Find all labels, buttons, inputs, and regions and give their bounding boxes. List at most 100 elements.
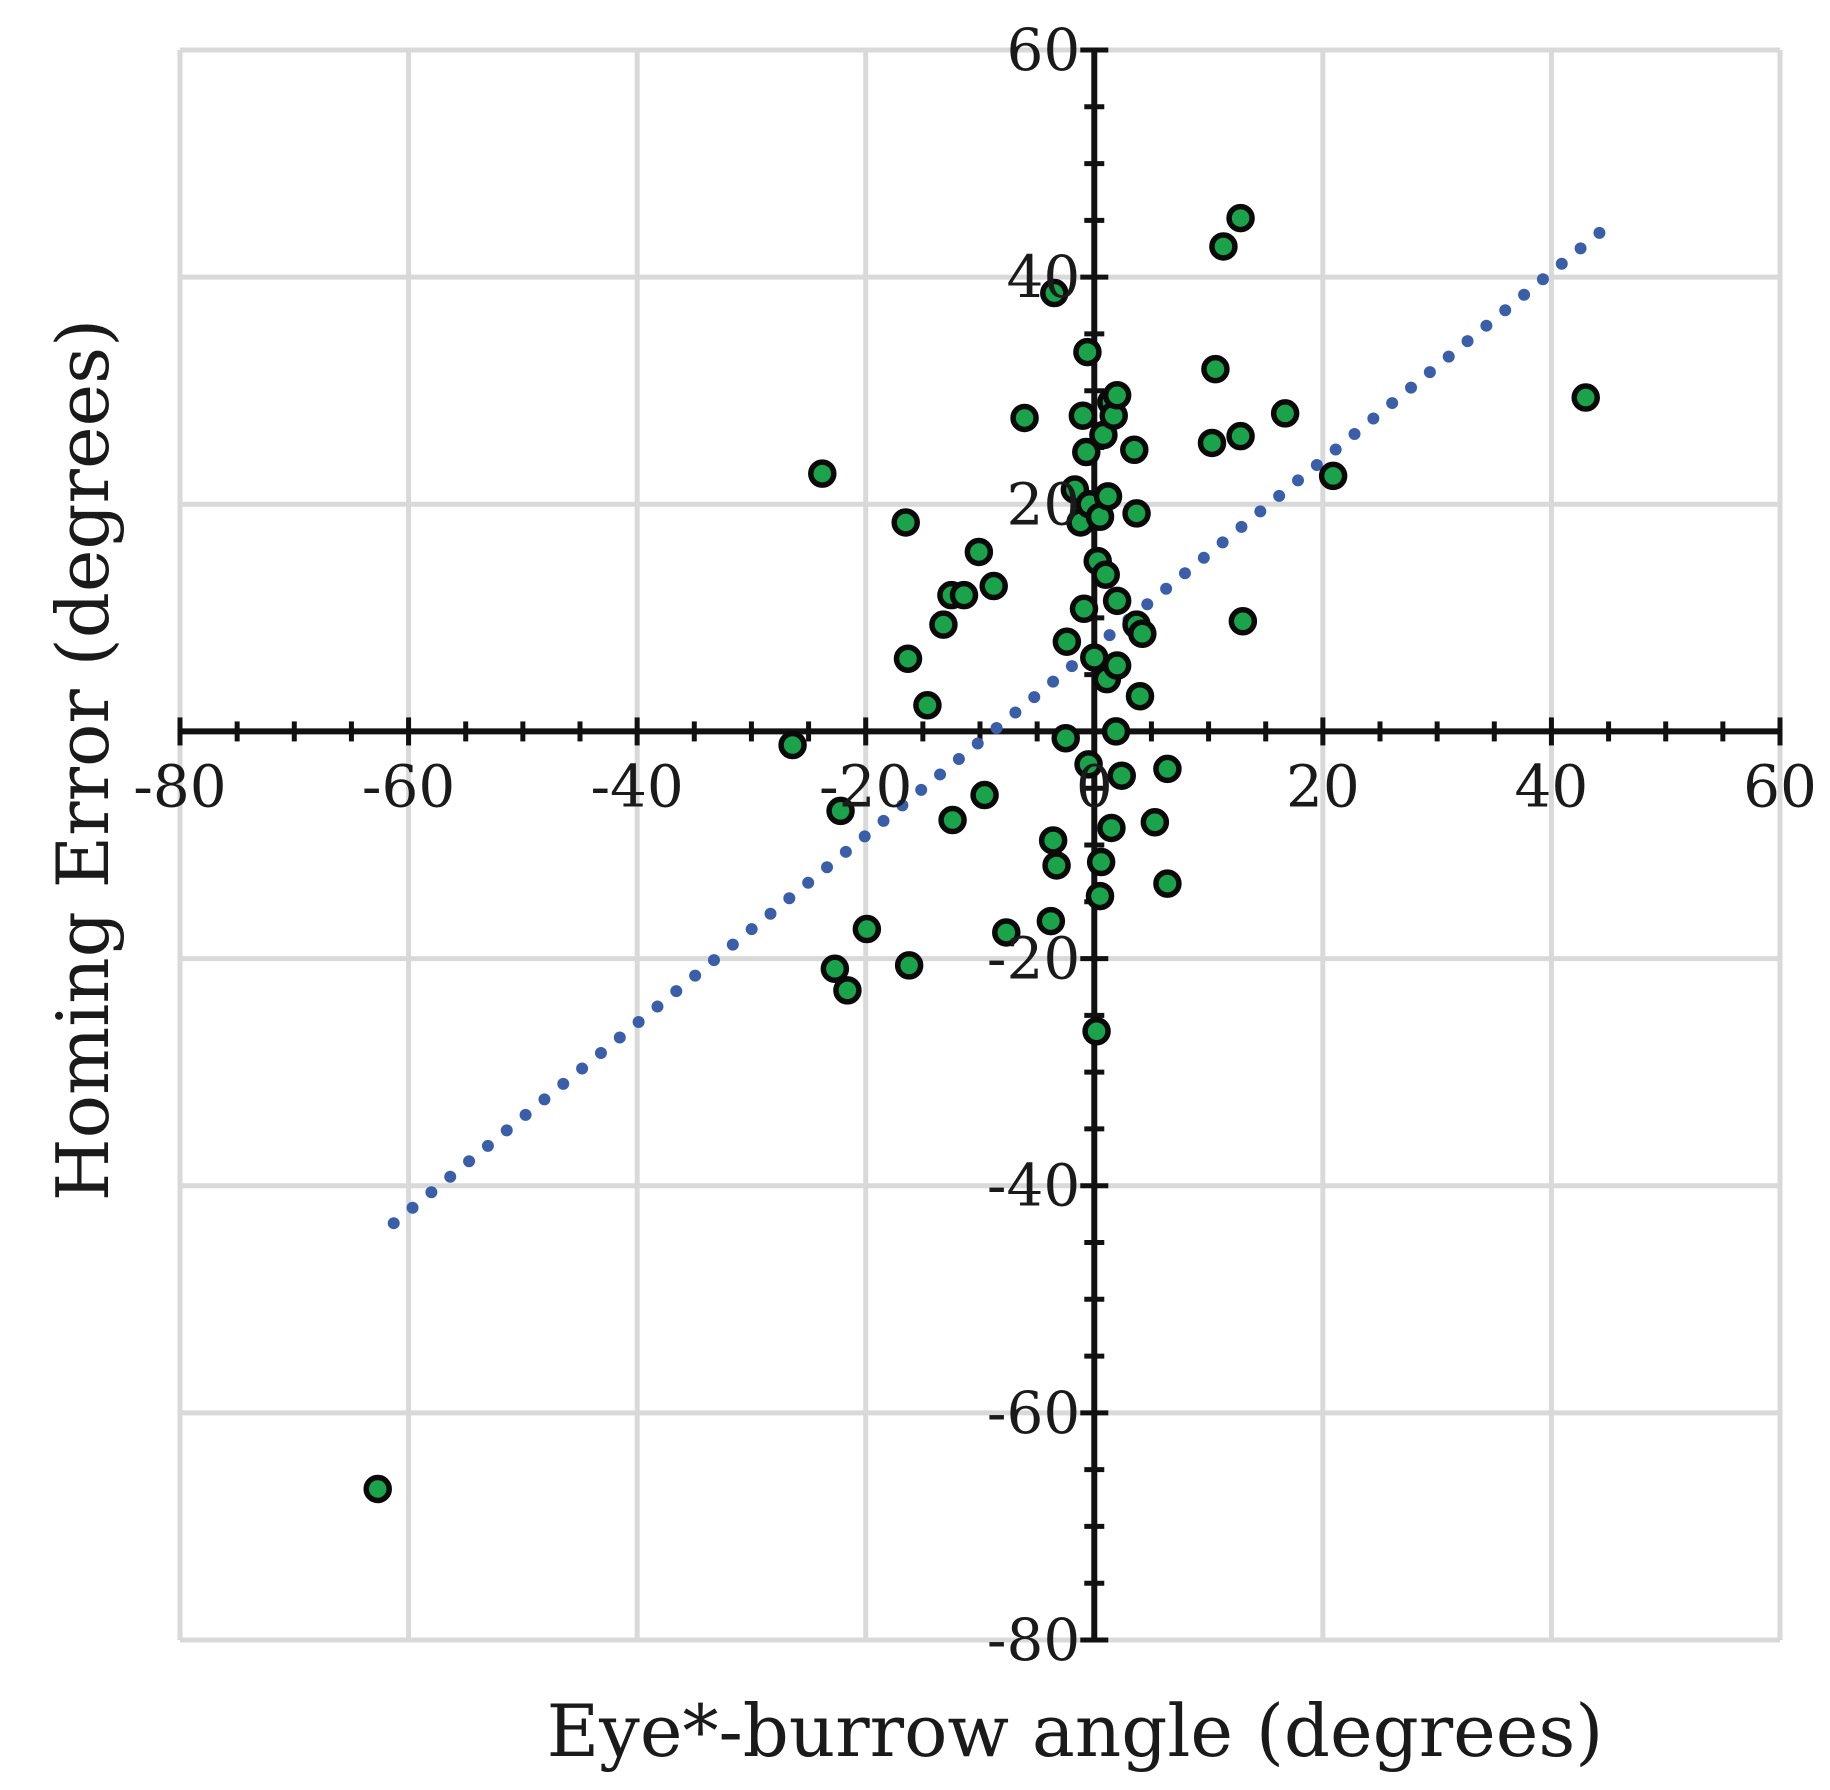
data-point: [913, 691, 942, 720]
trendline-dot: [745, 923, 758, 936]
data-point: [1153, 869, 1182, 898]
trendline-dot: [1216, 536, 1229, 549]
trendline-dot: [1028, 691, 1041, 704]
trendline-dot: [802, 876, 815, 889]
data-point: [1102, 586, 1132, 616]
data-point: [929, 610, 958, 639]
data-point: [1086, 847, 1116, 877]
trendline-dot: [1536, 273, 1549, 286]
trendline-dot: [651, 1000, 664, 1013]
trendline-dot: [1386, 397, 1399, 410]
trendline-dot: [689, 969, 702, 982]
data-point: [1270, 399, 1300, 428]
trendline-dot: [1593, 226, 1606, 239]
data-point: [949, 580, 979, 610]
data-point: [1153, 754, 1182, 784]
data-point: [808, 459, 837, 488]
data-point: [1036, 906, 1066, 936]
data-point: [820, 954, 850, 984]
trendline-dot: [1329, 443, 1342, 456]
trendline-dot: [1103, 629, 1116, 642]
trendline-dot: [896, 799, 909, 812]
trendline-dot: [1235, 520, 1248, 533]
trendline-dot: [613, 1031, 626, 1044]
x-tick-label: -80: [133, 752, 226, 820]
trendline-dot: [1423, 366, 1436, 379]
trendline-dot: [1197, 551, 1210, 564]
data-point: [1102, 381, 1132, 410]
trendline-dot: [971, 737, 984, 750]
data-point: [363, 1474, 392, 1504]
trendline-dot: [670, 985, 683, 998]
trendline-dot: [707, 954, 720, 967]
data-point: [1107, 761, 1136, 790]
trendline-dot: [538, 1093, 551, 1106]
data-point: [1097, 813, 1126, 843]
x-tick-label: -60: [362, 752, 455, 820]
data-point: [826, 796, 855, 826]
data-point: [1073, 337, 1102, 367]
data-point: [1197, 428, 1227, 458]
trendline-dot: [934, 768, 947, 781]
trendline-dot: [1405, 381, 1418, 394]
data-point: [1038, 826, 1068, 855]
trendline-dot: [783, 892, 796, 905]
tick-labels: -80 -60 -40 -20 0 20 40 60 -80 -60 -40 -20 20 40 60: [133, 16, 1817, 1674]
data-point: [1052, 627, 1082, 656]
data-point: [1080, 643, 1109, 672]
y-tick-label: -60: [987, 1379, 1080, 1447]
trendline-dot: [1254, 505, 1267, 518]
trendline-dot: [1065, 660, 1078, 673]
trendline-dot: [1442, 350, 1455, 363]
data-point: [1068, 401, 1098, 430]
trendline-dot: [1273, 489, 1286, 502]
data-point: [778, 730, 807, 760]
trendline-dot: [1518, 288, 1531, 301]
data-points: [363, 203, 1600, 1504]
trendline-dot: [1574, 242, 1587, 255]
trendline-dot: [726, 938, 739, 951]
data-point: [1571, 383, 1600, 412]
data-point: [964, 537, 994, 567]
data-point: [1226, 421, 1255, 451]
trendline-dot: [877, 814, 890, 827]
y-tick-label: 40: [1006, 243, 1080, 311]
trendline-dot: [1141, 598, 1154, 611]
data-point: [1128, 619, 1157, 649]
y-axis-title: Homing Error (degrees): [41, 319, 125, 1201]
trendline-dot: [1310, 458, 1323, 471]
trendline-dot: [858, 830, 871, 843]
data-point: [1085, 881, 1115, 911]
data-point: [1122, 499, 1151, 528]
x-tick-label: 40: [1515, 752, 1589, 820]
trendline-dot: [1292, 474, 1304, 487]
data-point: [1140, 808, 1170, 837]
trendline-dot: [481, 1139, 494, 1152]
data-point: [1318, 461, 1348, 491]
trendline-dot: [839, 845, 852, 858]
axis-layer: [177, 47, 1783, 1643]
data-point: [1010, 403, 1039, 433]
data-point: [979, 571, 1008, 601]
data-point: [1201, 354, 1230, 384]
x-axis-title: Eye*-burrow angle (degrees): [547, 1689, 1604, 1773]
trendline-dot: [1461, 335, 1474, 348]
data-point: [891, 508, 920, 537]
trendline-dot: [500, 1124, 513, 1137]
data-point: [1102, 651, 1132, 680]
trendline-dot: [915, 783, 928, 796]
data-point: [1082, 1017, 1111, 1046]
data-point: [1042, 851, 1071, 880]
data-point: [1072, 437, 1101, 467]
trendline-dot: [632, 1016, 645, 1029]
trendline-dot: [821, 861, 834, 874]
trendline-dot: [594, 1046, 607, 1059]
trendline-dot: [387, 1217, 400, 1230]
data-point: [1093, 482, 1123, 511]
y-tick-label: -40: [987, 1152, 1080, 1220]
x-tick-label: 20: [1286, 752, 1360, 820]
data-point: [1120, 435, 1149, 465]
data-point: [1051, 723, 1080, 753]
data-point: [1040, 278, 1069, 308]
